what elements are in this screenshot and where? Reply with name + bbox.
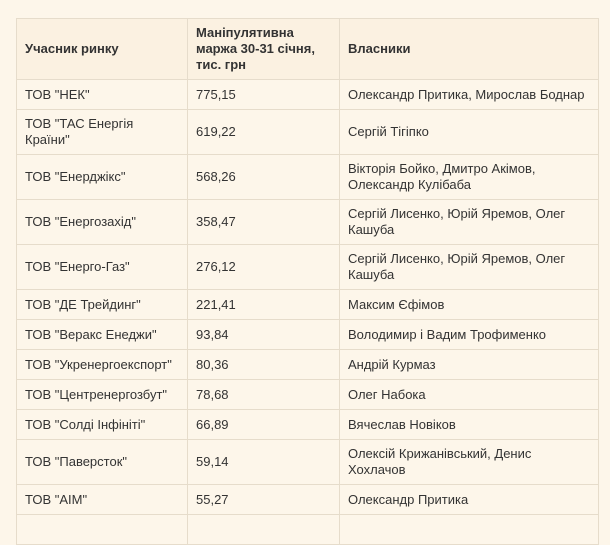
table-cell: ТОВ "АІМ" [16,484,188,515]
table-row: ТОВ "Енерго-Газ" 276,12 Сергій Лисенко, Юр… [16,244,599,290]
table-header: Учасник ринку Маніпулятивна маржа 30-31 … [16,18,599,80]
table-cell: Олександр Притика, Мирослав Боднар [339,79,599,110]
table-row: ТОВ "ТАС Енергія Країни" 619,22 Сергій Тіг… [16,109,599,155]
table-cell: 568,26 [187,154,340,200]
table-cell: 276,12 [187,244,340,290]
header-cell: Власники [339,18,599,80]
header-cell: Маніпулятивна маржа 30-31 січня, тис. гр… [187,18,340,80]
table-row: ТОВ "Енергозахід" 358,47 Сергій Лисенко, Ю… [16,199,599,245]
table-cell: Олександр Притика [339,484,599,515]
table-row: ТОВ "АІМ" 55,27 Олександр Притика [16,484,599,515]
table-cell: Вячеслав Новіков [339,409,599,440]
table-row: ТОВ "Веракс Енеджи" 93,84 Володимир і Вади… [16,319,599,350]
table-cell: Сергій Тігіпко [339,109,599,155]
table-cell: Олексій Крижанівський, Денис Хохлачов [339,439,599,485]
table-cell: 66,89 [187,409,340,440]
table-cell: 93,84 [187,319,340,350]
table-cell: ТОВ "Центренергозбут" [16,379,188,410]
table-row: ТОВ "Укренергоекспорт" 80,36 Андрій Курмаз [16,349,599,380]
table-cell: 55,27 [187,484,340,515]
table-cell: 59,14 [187,439,340,485]
table-cell [16,514,188,545]
table-cell: 80,36 [187,349,340,380]
table-cell: ТОВ "Енерго-Газ" [16,244,188,290]
table-row: ТОВ "Паверсток" 59,14 Олексій Крижанівськи… [16,439,599,485]
table-cell: ТОВ "Веракс Енеджи" [16,319,188,350]
table-cell: ТОВ "Паверсток" [16,439,188,485]
table-cell: ТОВ "Солді Інфініті" [16,409,188,440]
table-row: ТОВ "Центренергозбут" 78,68 Олег Набока [16,379,599,410]
table-row: ТОВ "ДЕ Трейдинг" 221,41 Максим Єфімов [16,289,599,320]
table: Учасник ринку Маніпулятивна маржа 30-31 … [16,18,599,545]
table-row: ТОВ "НЕК" 775,15 Олександр Притика, Миросл… [16,79,599,110]
table-cell: 78,68 [187,379,340,410]
table-cell: ТОВ "НЕК" [16,79,188,110]
table-cell: Вікторія Бойко, Дмитро Акімов, Олександр… [339,154,599,200]
table-row [16,514,599,545]
table-cell: Сергій Лисенко, Юрій Яремов, Олег Кашуба [339,244,599,290]
table-row: ТОВ "Солді Інфініті" 66,89 Вячеслав Новіко… [16,409,599,440]
table-cell [339,514,599,545]
header-cell: Учасник ринку [16,18,188,80]
table-cell: Максим Єфімов [339,289,599,320]
table-cell: 221,41 [187,289,340,320]
table-body: ТОВ "НЕК" 775,15 Олександр Притика, Миросл… [16,79,599,545]
table-cell: ТОВ "Укренергоекспорт" [16,349,188,380]
table-cell [187,514,340,545]
table-cell: Сергій Лисенко, Юрій Яремов, Олег Кашуба [339,199,599,245]
table-cell: Андрій Курмаз [339,349,599,380]
table-cell: ТОВ "Енерджікс" [16,154,188,200]
table-cell: 619,22 [187,109,340,155]
table-cell: ТОВ "ТАС Енергія Країни" [16,109,188,155]
header-row: Учасник ринку Маніпулятивна маржа 30-31 … [16,18,599,80]
table-row: ТОВ "Енерджікс" 568,26 Вікторія Бойко, Дми… [16,154,599,200]
table-cell: ТОВ "ДЕ Трейдинг" [16,289,188,320]
table-cell: 775,15 [187,79,340,110]
table-cell: 358,47 [187,199,340,245]
table-cell: ТОВ "Енергозахід" [16,199,188,245]
page: Учасник ринку Маніпулятивна маржа 30-31 … [16,18,599,545]
table-cell: Олег Набока [339,379,599,410]
table-cell: Володимир і Вадим Трофименко [339,319,599,350]
